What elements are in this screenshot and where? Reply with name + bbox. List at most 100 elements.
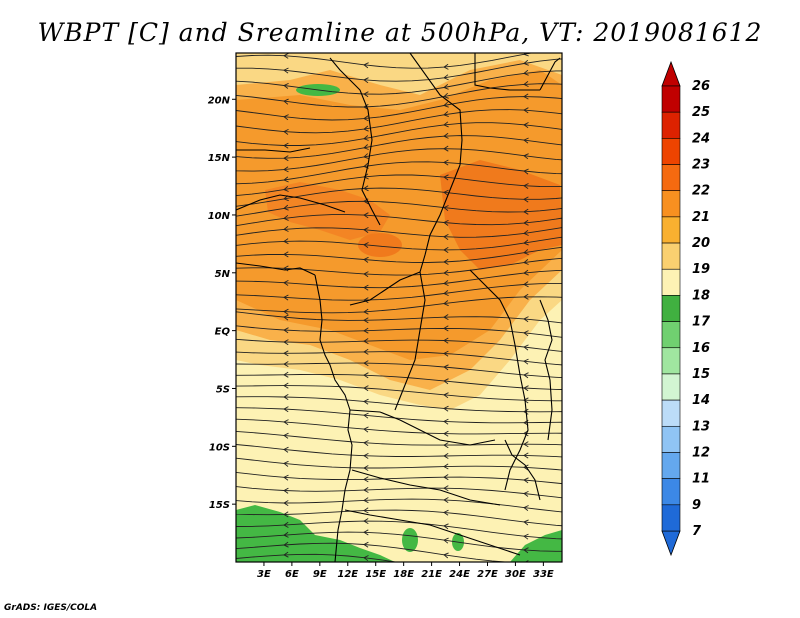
- wbpt-field-17-18-sw: [236, 505, 395, 562]
- streamline-arrow: [363, 555, 369, 562]
- colorbar-label: 26: [692, 79, 710, 94]
- streamline-arrow: [523, 196, 529, 203]
- y-tick-label: 10S: [209, 442, 230, 453]
- x-tick-label: 21E: [421, 569, 442, 580]
- border-line-13: [344, 509, 521, 556]
- border-line-12: [351, 469, 501, 506]
- streamline: [236, 148, 562, 172]
- streamline-arrow: [283, 432, 289, 439]
- streamline-arrow: [283, 511, 289, 518]
- streamline-arrow: [363, 398, 369, 405]
- streamline-arrow: [523, 81, 529, 88]
- streamline-arrow: [523, 385, 529, 392]
- streamline-arrow: [443, 392, 449, 399]
- streamline: [236, 430, 562, 446]
- streamline-arrow: [443, 523, 449, 530]
- streamline-arrow: [283, 394, 289, 400]
- streamline: [236, 520, 562, 540]
- colorbar-label: 11: [692, 472, 710, 487]
- streamline-arrow: [523, 107, 529, 114]
- colorbar-label: 12: [692, 445, 710, 460]
- streamline-arrow: [283, 531, 289, 538]
- streamline-arrow: [443, 485, 449, 492]
- streamline-arrow: [283, 521, 289, 528]
- streamline: [236, 70, 562, 95]
- streamline-arrow: [283, 551, 289, 558]
- colorbar-label: 20: [692, 236, 710, 251]
- streamline-arrow: [363, 529, 369, 536]
- streamline-arrow: [363, 507, 369, 514]
- streamline-arrow: [523, 505, 529, 511]
- colorbar-segment: [661, 138, 681, 165]
- colorbar-label: 16: [692, 341, 710, 356]
- streamline-arrow: [283, 419, 289, 426]
- streamline-arrow: [363, 338, 369, 344]
- streamline-arrow: [283, 67, 289, 74]
- colorbar-label: 22: [692, 184, 710, 199]
- x-tick-label: 9E: [313, 569, 327, 580]
- colorbar-segment: [661, 452, 681, 479]
- streamline-arrow: [283, 382, 289, 389]
- border-line-17: [539, 57, 561, 91]
- streamline: [236, 396, 562, 413]
- streamline: [236, 351, 562, 366]
- streamline-arrow: [363, 385, 369, 392]
- streamline-arrow: [283, 82, 289, 89]
- y-tick-label: 15S: [209, 500, 230, 511]
- streamline-arrow: [363, 465, 369, 471]
- streamline-arrow: [443, 101, 449, 108]
- streamline-arrow: [443, 497, 449, 503]
- streamline-arrow: [523, 183, 529, 189]
- streamline: [236, 498, 562, 513]
- streamline-arrow: [363, 284, 369, 291]
- streamline-arrow: [523, 330, 529, 337]
- streamline: [236, 58, 562, 82]
- streamline-arrow: [443, 350, 449, 357]
- streamline-arrow: [443, 552, 449, 559]
- x-axis: 3E 6E 9E 12E 15E 18E 21E 24E 27E 30E 33E: [257, 562, 554, 580]
- streamline-arrow: [443, 280, 449, 287]
- colorbar-segment: [661, 85, 681, 113]
- streamline-arrow: [443, 453, 449, 459]
- streamline-arrow: [524, 560, 529, 562]
- streamline-arrow: [523, 69, 529, 76]
- streamline-arrow: [443, 325, 449, 332]
- streamline-arrow: [363, 348, 369, 355]
- wbpt-field-17-18-s2: [402, 528, 418, 552]
- x-tick-label: 30E: [505, 569, 526, 580]
- streamline-arrow: [283, 251, 289, 258]
- colorbar-segment: [661, 504, 681, 532]
- streamline: [236, 227, 562, 238]
- colorbar-segment: [661, 242, 681, 270]
- streamline-arrow: [523, 208, 529, 215]
- streamline-arrow: [283, 500, 289, 506]
- streamline-arrow: [283, 487, 289, 494]
- colorbar-segment: [661, 216, 681, 244]
- streamline-arrow: [443, 314, 449, 320]
- streamline-arrow: [443, 189, 449, 196]
- border-line-4: [419, 164, 461, 273]
- streamline-arrow: [283, 350, 289, 357]
- streamline: [236, 457, 562, 471]
- grads-credit: GrADS: IGES/COLA: [4, 603, 98, 613]
- streamline: [236, 83, 562, 108]
- streamline-arrow: [363, 518, 369, 524]
- colorbar: 26 25 24 23 22 21 20 19 18 17 16 15 14 13 12 11 9 7: [661, 60, 711, 557]
- streamline-arrow: [283, 226, 289, 232]
- colorbar-segment: [661, 425, 681, 453]
- streamline-arrow: [283, 308, 289, 315]
- streamline-arrow: [443, 92, 449, 99]
- streamline-arrow: [443, 63, 449, 70]
- colorbar-label: 9: [692, 498, 701, 513]
- streamline-arrow: [443, 174, 449, 181]
- streamline-arrow: [443, 290, 449, 297]
- streamline-arrow: [283, 166, 289, 173]
- streamline-arrow: [283, 176, 289, 183]
- streamline-arrow: [363, 62, 369, 69]
- streamline-arrow: [523, 397, 529, 404]
- streamline-arrow: [283, 214, 289, 221]
- streamline-arrow: [363, 271, 369, 278]
- streamline-arrow: [523, 441, 529, 448]
- streamline-arrow: [283, 460, 289, 467]
- streamline: [236, 471, 562, 485]
